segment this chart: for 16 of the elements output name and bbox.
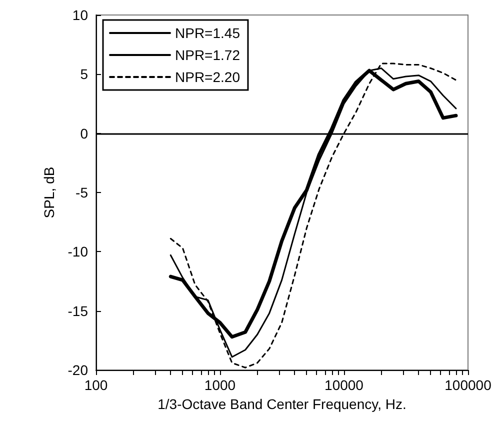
y-tick-label: -10 — [68, 244, 88, 260]
legend-label: NPR=1.72 — [175, 47, 240, 63]
y-tick-label: 5 — [80, 66, 88, 82]
x-tick-label: 100 — [84, 377, 108, 393]
legend-label: NPR=2.20 — [175, 69, 240, 85]
x-tick-label: 10000 — [324, 377, 364, 393]
x-tick-label: 1000 — [204, 377, 236, 393]
y-tick-label: 0 — [80, 125, 88, 142]
y-tick-label: -5 — [76, 184, 88, 200]
legend-label: NPR=1.45 — [175, 25, 240, 41]
x-tick-label: 100000 — [444, 377, 492, 393]
x-axis-title: 1/3-Octave Band Center Frequency, Hz. — [158, 396, 406, 412]
y-tick-label: -15 — [68, 302, 88, 319]
y-tick-label: 10 — [72, 7, 88, 23]
y-axis-title: SPL, dB — [41, 166, 57, 218]
y-tick-label: -20 — [68, 362, 88, 378]
